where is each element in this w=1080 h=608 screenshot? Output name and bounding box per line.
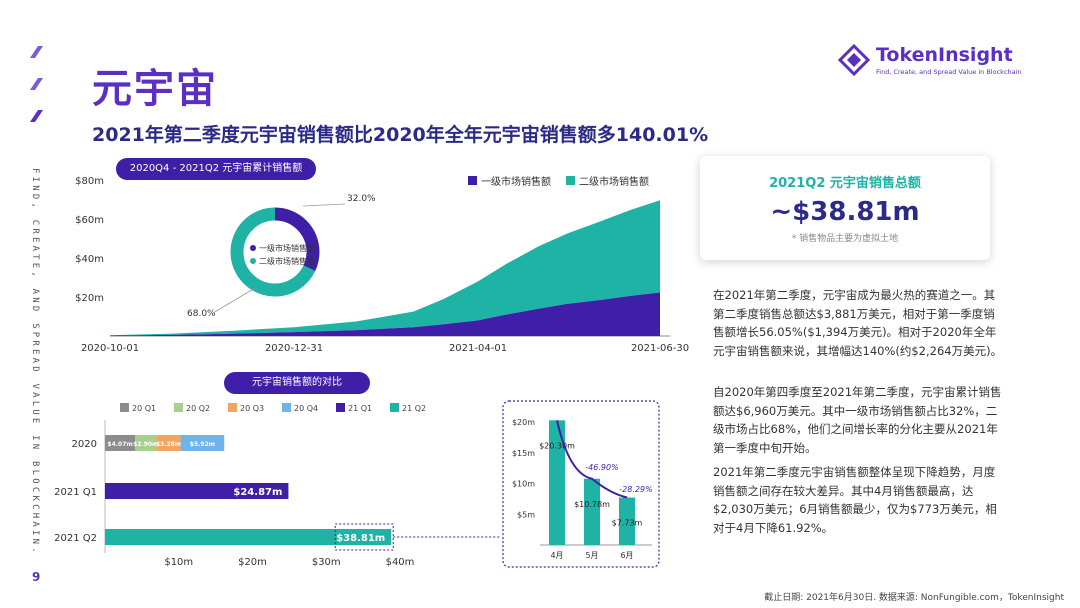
y-tick-label: $60m: [75, 215, 104, 226]
footer-source: 截止日期: 2021年6月30日. 数据来源: NonFungible.com，…: [764, 593, 1064, 603]
paragraph-2: 自2020年第四季度至2021年第二季度，元宇宙累计销售额达$6,960万美元。…: [713, 385, 1002, 455]
bar-value-label: $5.92m: [190, 441, 215, 448]
legend-label: 20 Q4: [294, 404, 318, 413]
tokeninsight-logo-icon: [838, 44, 870, 76]
bar-segment: [105, 483, 289, 499]
page-subtitle: 2021年第二季度元宇宙销售额比2020年全年元宇宙销售额多140.01%: [92, 124, 709, 146]
bar-value-label: $7.73m: [612, 519, 643, 528]
side-tagline: FIND, CREATE, AND SPREAD VALUE IN BLOCKC…: [30, 168, 40, 556]
bar-chart-title: 元宇宙销售额的对比: [224, 372, 370, 394]
pie-slice-label: 68.0%: [187, 309, 216, 319]
y-tick-label: $15m: [512, 449, 535, 458]
area-series-primary: [110, 292, 660, 336]
brand-logo: TokenInsight Find, Create, and Spread Va…: [838, 42, 1038, 82]
y-tick-label: $80m: [75, 176, 104, 187]
bar-value-label: $4.07m: [107, 441, 132, 448]
area-series-secondary: [110, 200, 660, 336]
change-label: -46.90%: [585, 463, 618, 472]
legend-label: 一级市场销售额: [481, 175, 551, 188]
legend-label: 21 Q2: [402, 404, 426, 413]
legend-label: 20 Q2: [186, 404, 210, 413]
donut-legend-label: 一级市场销售额: [259, 243, 315, 253]
y-tick-label: $10m: [512, 480, 535, 489]
x-tick-label: 5月: [585, 551, 598, 560]
bar-segment: [105, 529, 392, 545]
x-tick-label: $40m: [386, 557, 415, 568]
pie-slice: [230, 207, 320, 297]
pie-slice-label: 32.0%: [347, 194, 376, 204]
bar-value-label: $38.81m: [336, 533, 385, 544]
legend-swatch: [390, 403, 399, 412]
legend-swatch: [120, 403, 129, 412]
summary-card: 2021Q2 元宇宙销售总额 ~$38.81m * 销售物品主要为虚拟土地: [700, 156, 990, 260]
category-label: 2021 Q1: [54, 487, 97, 498]
y-tick-label: $20m: [512, 418, 535, 427]
trend-line: [556, 420, 628, 499]
summary-value: ~$38.81m: [770, 197, 920, 227]
donut-legend-dot: [250, 258, 256, 264]
bar-value-label: $10.78m: [574, 500, 610, 509]
bar-segment: [105, 435, 136, 451]
cumulative-sales-chart: $20m $40m $60m $80m 2020-10-01 2020-12-31 2021…: [75, 175, 689, 354]
legend-swatch: [336, 403, 345, 412]
legend-swatch: [566, 176, 575, 185]
bar-value-label: $3.28m: [156, 441, 181, 448]
x-tick-label: 6月: [620, 551, 633, 560]
paragraph-3: 2021年第二季度元宇宙销售额整体呈现下降趋势，月度销售额之间存在较大差异。其中…: [713, 465, 997, 535]
legend-label: 20 Q1: [132, 404, 156, 413]
x-tick-label: 2020-10-01: [81, 343, 139, 354]
legend-label: 20 Q3: [240, 404, 264, 413]
legend-swatch: [228, 403, 237, 412]
x-tick-label: 2020-12-31: [265, 343, 323, 354]
bar: [584, 478, 600, 545]
y-tick-label: $5m: [517, 510, 535, 519]
monthly-sales-chart: $5m $10m $15m $20m 4月 $20.30m 5月 $10.78m 6月 $7.73…: [502, 400, 660, 568]
x-tick-label: $20m: [238, 557, 267, 568]
summary-note: * 销售物品主要为虚拟土地: [791, 234, 899, 244]
page-number: 9: [32, 570, 41, 584]
chevron-decor-icon: [30, 110, 43, 122]
summary-title: 2021Q2 元宇宙销售总额: [769, 176, 921, 191]
x-tick-label: 2021-04-01: [449, 343, 507, 354]
pie-leader-line: [302, 203, 346, 207]
x-tick-label: 2021-06-30: [631, 343, 689, 354]
highlight-box: [334, 523, 394, 551]
logo-name: TokenInsight: [876, 44, 1013, 66]
page-title: 元宇宙: [92, 66, 218, 112]
paragraph-1: 在2021年第二季度，元宇宙成为最火热的赛道之一。其第二季度销售总额达$3,88…: [713, 288, 1003, 358]
logo-tagline: Find, Create, and Spread Value in Blockc…: [876, 68, 1022, 76]
chevron-decor-icon: [30, 78, 43, 90]
bar: [619, 497, 635, 545]
bar-value-label: $24.87m: [233, 487, 282, 498]
bar-value-label: $2.90m: [133, 441, 158, 448]
pie-leader-line: [212, 287, 256, 314]
donut-legend-label: 二级市场销售额: [259, 256, 315, 266]
bar-segment: [180, 435, 225, 451]
category-label: 2021 Q2: [54, 533, 97, 544]
area-chart-title: 2020Q4 - 2021Q2 元宇宙累计销售额: [116, 158, 316, 180]
legend-label: 二级市场销售额: [579, 175, 649, 188]
chevron-decor-icon: [30, 46, 43, 58]
category-label: 2020: [72, 439, 97, 450]
legend-swatch: [468, 176, 477, 185]
bar-value-label: $20.30m: [539, 441, 575, 450]
bar-segment: [156, 435, 181, 451]
x-tick-label: $10m: [164, 557, 193, 568]
x-tick-label: 4月: [550, 551, 563, 560]
bar: [549, 420, 565, 545]
donut-legend-dot: [250, 245, 256, 251]
sales-comparison-chart: 20 Q1 20 Q2 20 Q3 20 Q4 21 Q1 21 Q2 2020 2021 Q…: [54, 403, 500, 568]
bar-segment: [135, 435, 157, 451]
legend-label: 21 Q1: [348, 404, 372, 413]
y-tick-label: $40m: [75, 254, 104, 265]
y-tick-label: $20m: [75, 293, 104, 304]
change-label: -28.29%: [619, 485, 652, 494]
x-tick-label: $30m: [312, 557, 341, 568]
legend-swatch: [282, 403, 291, 412]
legend-swatch: [174, 403, 183, 412]
